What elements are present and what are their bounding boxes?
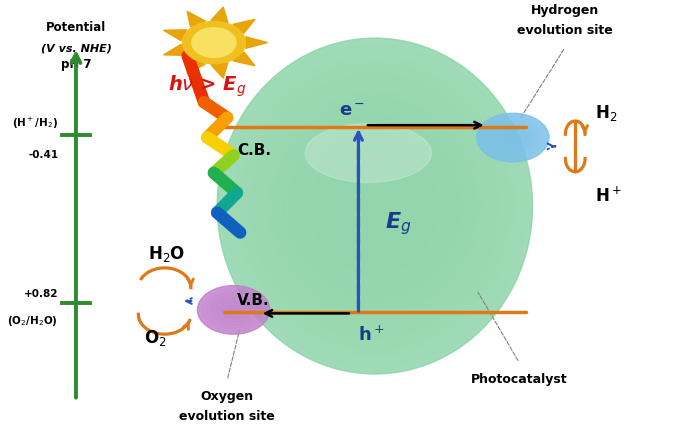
Text: Hydrogen: Hydrogen — [532, 4, 599, 17]
Circle shape — [220, 301, 247, 319]
Circle shape — [197, 285, 270, 334]
Polygon shape — [246, 37, 268, 48]
Text: H$_2$: H$_2$ — [595, 103, 617, 123]
Text: evolution site: evolution site — [517, 24, 613, 37]
Ellipse shape — [228, 50, 521, 362]
Text: pH 7: pH 7 — [61, 58, 91, 71]
Ellipse shape — [245, 67, 505, 345]
Text: h$^+$: h$^+$ — [358, 326, 385, 345]
Ellipse shape — [316, 144, 433, 268]
Polygon shape — [211, 7, 228, 22]
Polygon shape — [187, 58, 206, 74]
Ellipse shape — [284, 109, 466, 303]
Text: (V vs. NHE): (V vs. NHE) — [40, 44, 112, 54]
Text: E$_g$: E$_g$ — [384, 210, 411, 237]
Ellipse shape — [306, 124, 432, 182]
Text: (O$_2$/H$_2$O): (O$_2$/H$_2$O) — [8, 314, 58, 327]
Text: H$_2$O: H$_2$O — [148, 244, 186, 264]
Ellipse shape — [217, 38, 532, 374]
Text: H$^+$: H$^+$ — [595, 186, 622, 206]
Ellipse shape — [295, 120, 456, 292]
Ellipse shape — [223, 44, 527, 368]
Ellipse shape — [273, 97, 477, 315]
Text: -0.41: -0.41 — [28, 150, 58, 160]
Text: O$_2$: O$_2$ — [144, 328, 166, 348]
Ellipse shape — [322, 150, 427, 262]
Ellipse shape — [262, 85, 488, 327]
Ellipse shape — [311, 138, 438, 274]
Circle shape — [486, 120, 540, 156]
Ellipse shape — [250, 74, 499, 339]
Circle shape — [508, 135, 517, 140]
Ellipse shape — [267, 91, 483, 321]
Text: e$^-$: e$^-$ — [339, 101, 365, 120]
Circle shape — [206, 292, 261, 328]
Ellipse shape — [217, 38, 532, 374]
Polygon shape — [233, 19, 255, 33]
Text: V.B.: V.B. — [237, 293, 269, 309]
Text: h$\nu$ > E$_g$: h$\nu$ > E$_g$ — [168, 74, 246, 99]
Ellipse shape — [278, 103, 472, 309]
Ellipse shape — [256, 79, 494, 333]
Ellipse shape — [300, 126, 450, 286]
Text: Photocatalyst: Photocatalyst — [471, 373, 568, 386]
Polygon shape — [233, 52, 255, 66]
Polygon shape — [187, 11, 206, 27]
Circle shape — [197, 285, 270, 334]
Circle shape — [503, 132, 522, 144]
Circle shape — [192, 28, 236, 58]
Text: C.B.: C.B. — [237, 143, 271, 158]
Ellipse shape — [239, 62, 510, 351]
Circle shape — [182, 21, 245, 64]
Text: +0.82: +0.82 — [24, 289, 58, 299]
Circle shape — [499, 128, 526, 147]
Circle shape — [229, 307, 238, 313]
Ellipse shape — [289, 115, 461, 297]
Text: Potential: Potential — [46, 21, 106, 34]
Circle shape — [202, 289, 265, 331]
Ellipse shape — [306, 132, 445, 280]
Ellipse shape — [234, 56, 516, 356]
Polygon shape — [164, 30, 187, 41]
Circle shape — [490, 122, 536, 153]
Circle shape — [211, 295, 256, 325]
Polygon shape — [164, 45, 187, 55]
Circle shape — [477, 113, 549, 162]
Circle shape — [216, 298, 251, 322]
Polygon shape — [211, 63, 228, 78]
Text: (H$^+$/H$_2$): (H$^+$/H$_2$) — [12, 116, 58, 131]
Circle shape — [481, 116, 545, 159]
Circle shape — [225, 304, 242, 316]
Circle shape — [477, 113, 549, 162]
Text: evolution site: evolution site — [179, 410, 275, 423]
Circle shape — [495, 125, 531, 150]
Text: Oxygen: Oxygen — [201, 390, 253, 404]
